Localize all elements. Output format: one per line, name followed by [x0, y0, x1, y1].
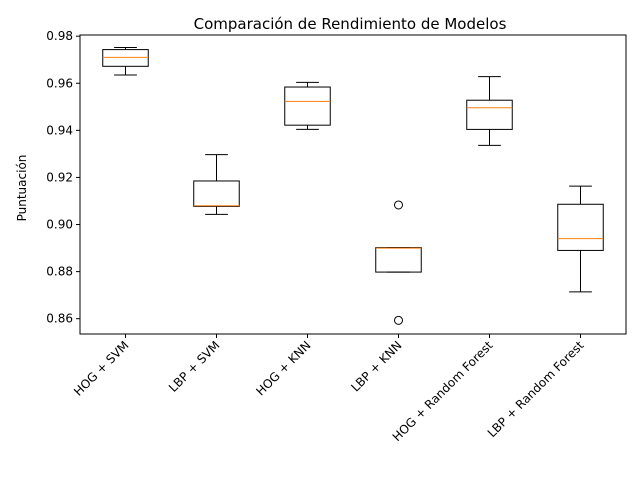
box-iqr — [102, 49, 149, 67]
x-tick-label: LBP + Random Forest — [485, 338, 587, 440]
y-tick-label: 0.96 — [46, 76, 73, 90]
chart-title: Comparación de Rendimiento de Modelos — [194, 15, 507, 33]
box-iqr — [557, 203, 604, 251]
y-axis-label: Puntuación — [15, 155, 29, 222]
box-group-3 — [284, 81, 331, 130]
plot-area: 0.86 0.88 0.90 0.92 0.94 0.96 0.98 HOG + SVM LBP… — [46, 29, 627, 444]
x-tick-label: HOG + Random Forest — [390, 338, 496, 444]
box-group-5 — [466, 76, 513, 146]
y-tick-label: 0.92 — [46, 170, 73, 184]
box-group-1 — [102, 46, 149, 76]
y-tick-label: 0.94 — [46, 123, 73, 137]
box-group-4 — [375, 200, 422, 325]
x-tick-label: LBP + KNN — [348, 338, 404, 394]
outlier-point — [394, 315, 403, 325]
y-tick-label: 0.90 — [46, 218, 73, 232]
x-tick-label: HOG + KNN — [253, 338, 313, 398]
box-iqr — [284, 86, 331, 126]
box-iqr — [375, 247, 422, 273]
y-tick-label: 0.98 — [46, 29, 73, 43]
box-iqr — [193, 180, 240, 207]
plot-frame — [79, 34, 627, 335]
outlier-point — [394, 200, 403, 210]
y-tick-label: 0.86 — [46, 312, 73, 326]
x-tick-label: LBP + SVM — [166, 338, 223, 395]
box-group-2 — [193, 154, 240, 215]
box-iqr — [466, 99, 513, 130]
box-group-6 — [557, 185, 604, 293]
x-tick-label: HOG + SVM — [71, 338, 132, 399]
y-tick-label: 0.88 — [46, 265, 73, 279]
